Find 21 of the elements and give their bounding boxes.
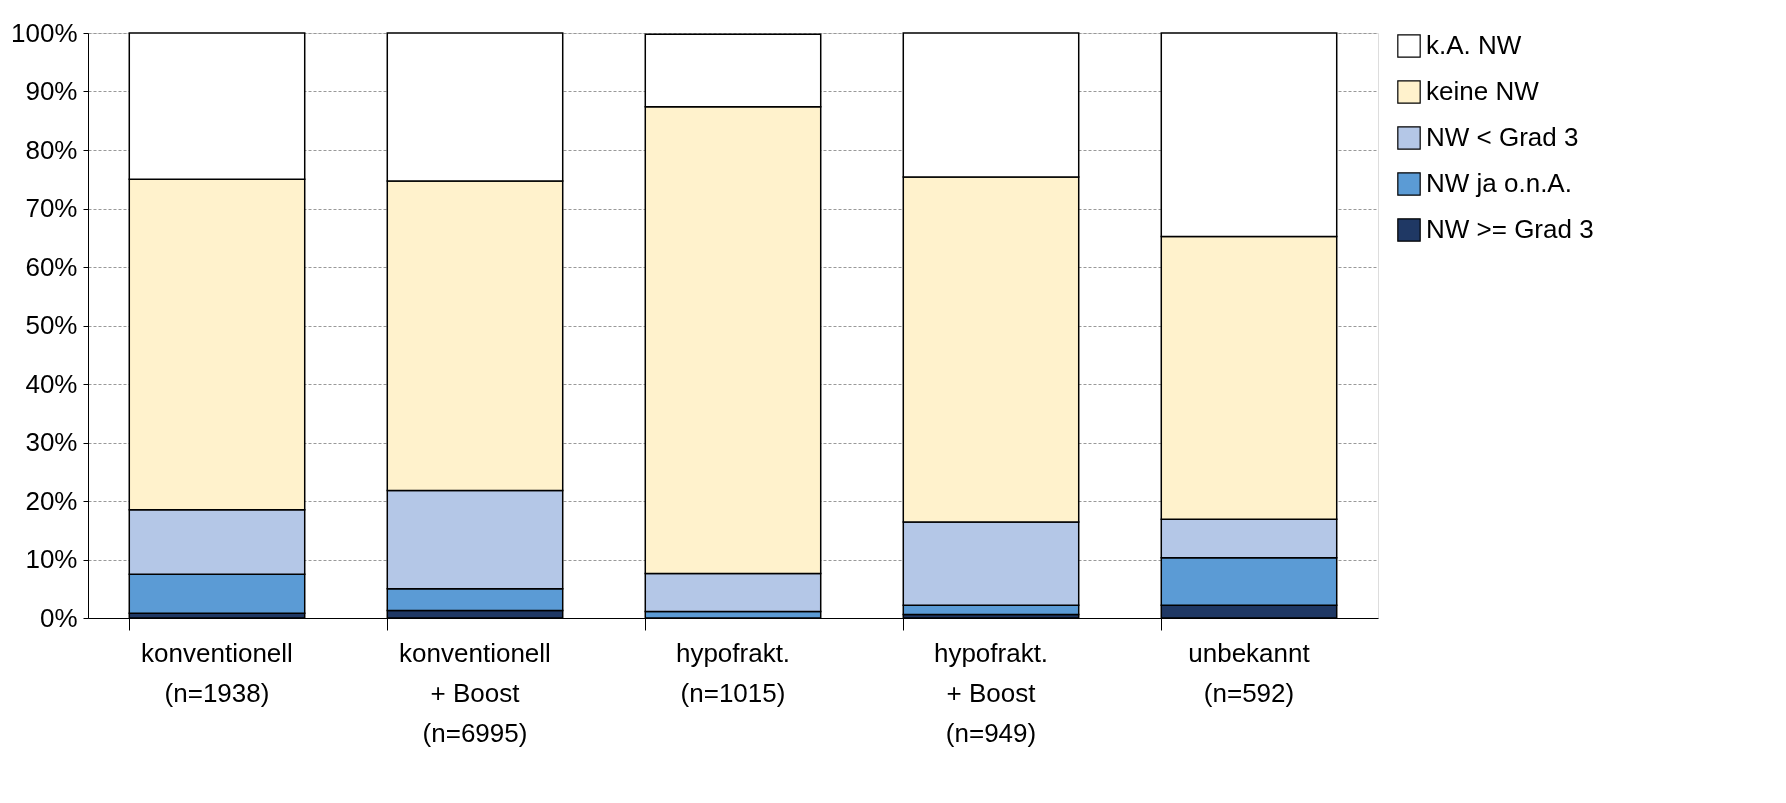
legend-label: keine NW [1426,76,1540,106]
y-tick-label: 30% [25,427,78,457]
x-tick-label: konventionell + Boost (n=6995) [399,637,551,748]
legend-label: NW ja o.n.A. [1426,168,1572,198]
x-tick-label: konventionell (n=1938) [141,637,293,708]
y-tick-label: 70% [25,193,78,223]
y-tick-label: 100% [11,17,78,48]
y-tick-label: 20% [25,485,78,516]
legend-label: k.A. NW [1426,30,1522,60]
y-tick-label: 90% [25,76,78,106]
y-tick-label: 50% [25,310,78,340]
legend-label: NW >= Grad 3 [1426,214,1594,244]
y-tick-label: 10% [25,544,78,574]
y-tick-label: 60% [25,251,78,282]
x-tick-label: hypofrakt. (n=1015) [675,637,791,708]
x-tick-label: unbekannt (n=592) [1188,637,1311,708]
y-tick-label: 40% [25,368,78,399]
x-tick-label: hypofrakt. + Boost (n=949) [933,637,1049,748]
legend-label: NW < Grad 3 [1426,122,1579,152]
y-tick-label: 80% [25,134,78,165]
y-tick-label: 0% [39,602,78,633]
